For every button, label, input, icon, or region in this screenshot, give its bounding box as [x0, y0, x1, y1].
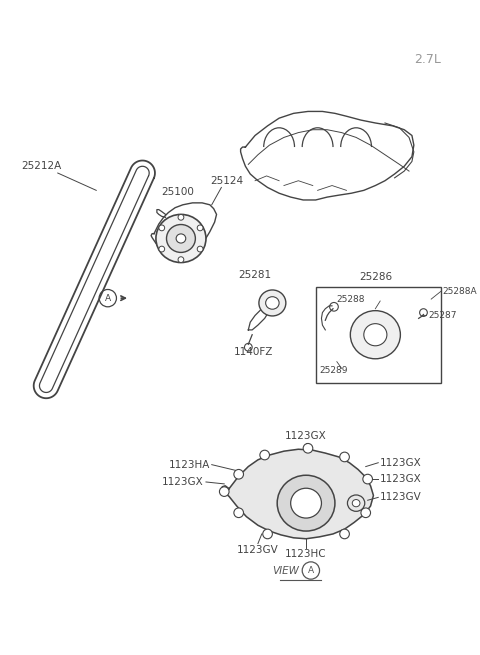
Text: 25286: 25286 — [359, 272, 392, 282]
Circle shape — [219, 487, 229, 496]
Text: A: A — [105, 293, 111, 303]
Text: A: A — [308, 566, 314, 575]
Ellipse shape — [291, 488, 322, 518]
Circle shape — [340, 529, 349, 539]
Text: 25288: 25288 — [337, 295, 365, 304]
Text: 1123GV: 1123GV — [380, 493, 422, 502]
Circle shape — [159, 225, 165, 231]
Ellipse shape — [364, 324, 387, 346]
Circle shape — [263, 529, 272, 539]
Ellipse shape — [176, 234, 186, 243]
Text: 25212A: 25212A — [21, 162, 61, 172]
Text: 25288A: 25288A — [443, 287, 477, 296]
Circle shape — [340, 452, 349, 462]
Ellipse shape — [350, 310, 400, 359]
Circle shape — [178, 214, 184, 220]
Text: 25289: 25289 — [320, 366, 348, 375]
Text: VIEW: VIEW — [273, 565, 300, 576]
Text: 25281: 25281 — [239, 270, 272, 280]
Ellipse shape — [277, 476, 335, 531]
Circle shape — [234, 470, 243, 479]
Circle shape — [363, 474, 372, 484]
Text: 1123GX: 1123GX — [285, 430, 327, 441]
Text: 25287: 25287 — [428, 311, 457, 320]
Text: 1123GX: 1123GX — [380, 474, 422, 484]
Circle shape — [159, 246, 165, 252]
Ellipse shape — [265, 297, 279, 309]
Circle shape — [303, 443, 313, 453]
Circle shape — [234, 508, 243, 517]
Text: 2.7L: 2.7L — [414, 52, 441, 66]
Circle shape — [197, 246, 203, 252]
Ellipse shape — [352, 500, 360, 507]
Text: 1123GX: 1123GX — [380, 458, 422, 468]
Text: 1123GX: 1123GX — [162, 477, 204, 487]
Circle shape — [197, 225, 203, 231]
Text: 1123HC: 1123HC — [285, 550, 327, 559]
Text: 1123HA: 1123HA — [168, 460, 210, 470]
Circle shape — [361, 508, 371, 517]
Text: 1140FZ: 1140FZ — [234, 347, 273, 357]
Ellipse shape — [167, 225, 195, 252]
Polygon shape — [221, 449, 373, 539]
Circle shape — [178, 257, 184, 263]
Bar — [316, 287, 441, 383]
Text: 25100: 25100 — [162, 187, 194, 197]
Text: 1123GV: 1123GV — [237, 544, 279, 555]
Circle shape — [260, 450, 269, 460]
Ellipse shape — [156, 214, 206, 263]
Ellipse shape — [348, 495, 365, 512]
Text: 25124: 25124 — [210, 176, 243, 185]
Ellipse shape — [259, 290, 286, 316]
